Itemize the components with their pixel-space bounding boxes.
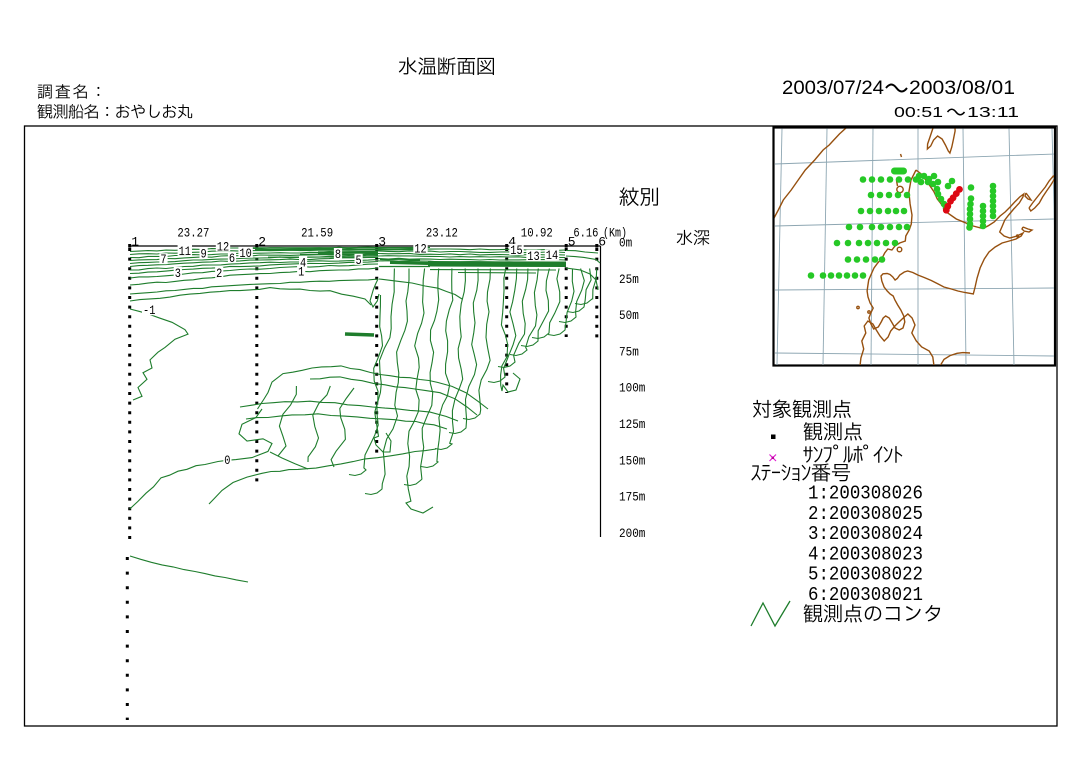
- svg-text:12: 12: [217, 240, 229, 254]
- svg-text:10: 10: [239, 247, 251, 261]
- svg-text:3: 3: [175, 267, 181, 281]
- svg-text:3:200308024: 3:200308024: [808, 523, 923, 545]
- svg-text:2003/08/01: 2003/08/01: [909, 77, 1015, 99]
- svg-text:11: 11: [179, 245, 191, 259]
- svg-text:2003/07/24: 2003/07/24: [782, 77, 884, 99]
- svg-text:2:200308025: 2:200308025: [808, 503, 923, 525]
- svg-text:25m: 25m: [619, 272, 639, 287]
- svg-text:15: 15: [510, 244, 522, 258]
- svg-text:14: 14: [546, 249, 558, 263]
- svg-text:4:200308023: 4:200308023: [808, 543, 923, 565]
- svg-text:21.59: 21.59: [301, 226, 333, 241]
- svg-text:10.92: 10.92: [521, 226, 553, 241]
- svg-text:8: 8: [335, 248, 341, 262]
- svg-text:75m: 75m: [619, 344, 639, 359]
- svg-text:2: 2: [216, 267, 222, 281]
- svg-text:125m: 125m: [619, 417, 646, 432]
- svg-text:7: 7: [160, 253, 166, 267]
- svg-text:175m: 175m: [619, 490, 646, 505]
- svg-text:6: 6: [598, 235, 606, 250]
- svg-text:6:200308021: 6:200308021: [808, 584, 923, 606]
- svg-text:-1: -1: [143, 304, 155, 318]
- svg-text:0m: 0m: [619, 236, 632, 251]
- svg-text:5: 5: [568, 235, 576, 250]
- svg-text:200m: 200m: [619, 526, 646, 541]
- svg-text:6: 6: [229, 252, 235, 266]
- svg-text:5:200308022: 5:200308022: [808, 564, 923, 586]
- svg-text:1: 1: [298, 266, 304, 280]
- svg-text:5: 5: [356, 254, 362, 268]
- svg-text:23.27: 23.27: [177, 226, 209, 241]
- svg-text:0: 0: [224, 454, 230, 468]
- svg-text:1:200308026: 1:200308026: [808, 483, 923, 505]
- svg-text:13: 13: [527, 250, 539, 264]
- svg-text:00:51: 00:51: [894, 104, 943, 121]
- svg-text:100m: 100m: [619, 381, 646, 396]
- svg-text:12: 12: [414, 243, 426, 257]
- svg-text:13:11: 13:11: [967, 104, 1019, 121]
- svg-text:50m: 50m: [619, 308, 639, 323]
- svg-text:1: 1: [131, 235, 139, 250]
- svg-text:6.16: 6.16: [573, 226, 598, 241]
- svg-text:23.12: 23.12: [426, 226, 458, 241]
- svg-text:150m: 150m: [619, 453, 646, 468]
- svg-text:9: 9: [201, 247, 207, 261]
